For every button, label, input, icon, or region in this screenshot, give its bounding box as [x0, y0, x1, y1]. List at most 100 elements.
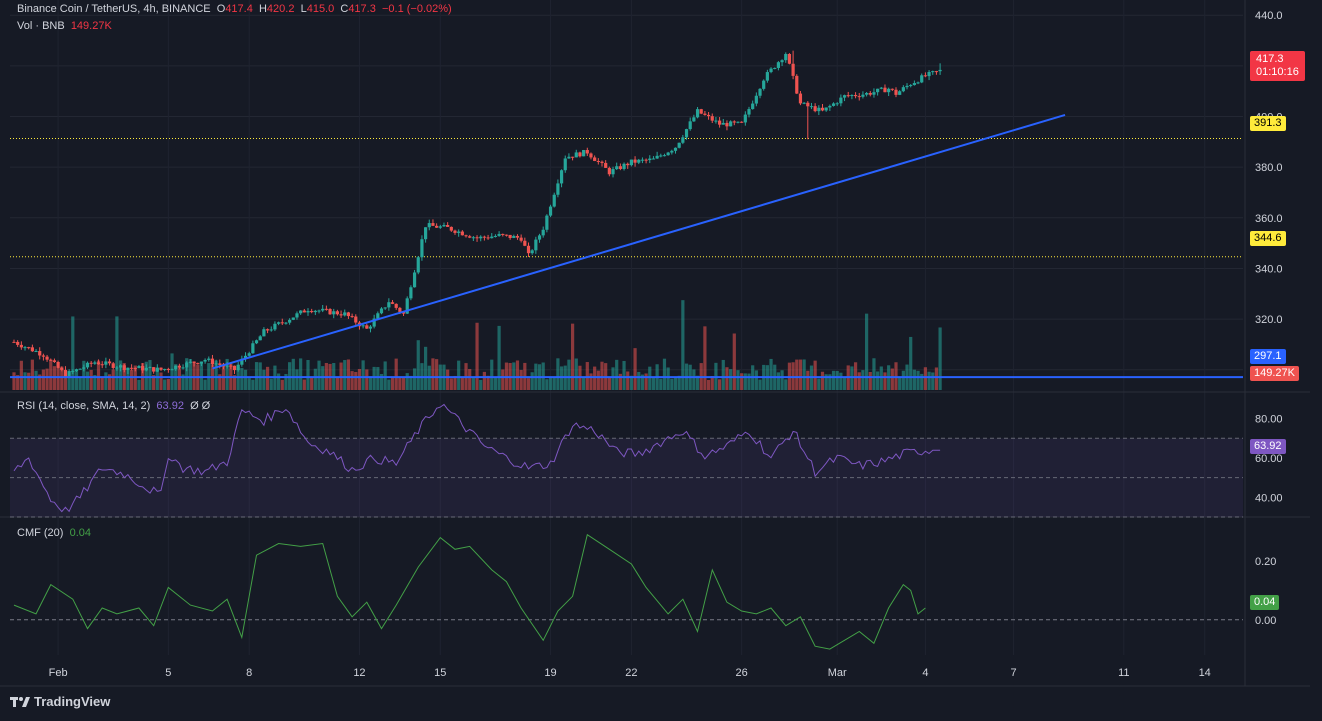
candle-body: [409, 287, 413, 299]
candle-body: [199, 361, 204, 364]
volume-bar: [170, 353, 174, 390]
time-tick-label: 15: [434, 667, 446, 679]
volume-bar: [526, 378, 531, 390]
volume-bar: [34, 370, 38, 390]
candle-body: [332, 311, 336, 315]
price-tick-label: 440.0: [1255, 10, 1283, 22]
candle-body: [493, 235, 498, 237]
cmf-tick-label: 0.00: [1255, 615, 1276, 627]
candles[interactable]: [12, 50, 942, 379]
candle-body: [302, 310, 306, 313]
candle-body: [842, 95, 847, 98]
candle-body: [155, 367, 159, 372]
symbol-legend[interactable]: Binance Coin / TetherUS, 4h, BINANCE O41…: [17, 3, 452, 15]
candle-body: [791, 63, 795, 76]
candle-body: [27, 347, 31, 349]
candle-body: [762, 80, 766, 89]
volume-bar: [626, 371, 630, 390]
volume-bar: [622, 360, 626, 390]
volume-bar: [104, 372, 108, 390]
volume-bar: [798, 359, 803, 390]
drawings[interactable]: [10, 114, 1243, 379]
volume-bar: [497, 325, 501, 390]
volume-bar: [163, 379, 167, 390]
volume-bar: [361, 360, 365, 390]
cmf-legend[interactable]: CMF (20) 0.04: [17, 527, 91, 539]
candle-body: [203, 359, 207, 362]
candle-body: [471, 237, 475, 239]
candle-body: [729, 121, 733, 127]
volume-bar: [130, 369, 134, 390]
candle-body: [721, 122, 725, 125]
candle-body: [387, 302, 391, 308]
candle-body: [479, 236, 483, 239]
rsi-pane[interactable]: 80.00 60.00 40.00: [10, 403, 1283, 518]
candle-body: [526, 245, 531, 254]
candle-body: [277, 322, 281, 324]
volume-bar: [648, 366, 652, 390]
volume-bar: [299, 358, 303, 390]
candle-body: [648, 158, 652, 161]
volume-bar: [214, 360, 218, 390]
cmf-pane[interactable]: 0.20 0.00: [10, 533, 1276, 650]
candle-body: [431, 223, 435, 226]
candle-body: [552, 194, 556, 207]
candle-body: [232, 365, 237, 371]
candle-body: [637, 159, 641, 163]
volume-bar: [376, 367, 380, 390]
volume-bar: [265, 366, 270, 390]
candle-body: [196, 362, 200, 364]
symbol-title[interactable]: Binance Coin / TetherUS, 4h, BINANCE: [17, 3, 211, 15]
candle-body: [350, 316, 354, 318]
candle-body: [714, 120, 718, 122]
candle-body: [876, 88, 880, 93]
candle-body: [765, 72, 769, 81]
candle-body: [159, 367, 163, 370]
candle-body: [34, 351, 38, 353]
volume-bar: [530, 372, 534, 390]
candle-body: [666, 152, 670, 156]
volume-bar: [357, 368, 362, 390]
volume-bar: [251, 379, 255, 390]
candle-body: [262, 329, 266, 337]
candle-body: [38, 351, 42, 356]
candle-body: [839, 97, 843, 104]
volume-bar: [920, 373, 924, 390]
candle-body: [460, 231, 464, 236]
candle-body: [346, 312, 351, 317]
volume-bar: [192, 361, 196, 390]
volume-bar: [218, 374, 222, 390]
tradingview-logo[interactable]: TradingView: [10, 694, 110, 709]
volume-bar: [883, 372, 887, 390]
rsi-legend[interactable]: RSI (14, close, SMA, 14, 2) 63.92 Ø Ø: [17, 400, 210, 412]
candle-body: [247, 353, 251, 356]
candle-body: [692, 117, 696, 122]
time-tick-label: 7: [1011, 667, 1017, 679]
volume-bar: [651, 377, 656, 390]
price-tick-label: 320.0: [1255, 314, 1283, 326]
volume-bar: [493, 377, 498, 390]
candle-body: [898, 91, 902, 95]
volume-value: 149.27K: [70, 20, 112, 32]
candle-body: [335, 311, 339, 315]
candle-body: [831, 103, 836, 106]
volume-bar: [52, 366, 57, 390]
candle-body: [192, 361, 196, 363]
candle-body: [401, 311, 406, 314]
volume-bar: [736, 370, 740, 390]
candle-body: [754, 95, 758, 104]
volume-bar: [383, 361, 387, 390]
volume-bar: [817, 378, 821, 390]
volume-legend[interactable]: Vol · BNB 149.27K: [17, 20, 112, 32]
candle-body: [218, 363, 222, 365]
volume-bar: [379, 374, 384, 390]
volume-bar: [203, 379, 207, 390]
candle-body: [468, 236, 472, 238]
candle-body: [185, 362, 189, 368]
candle-body: [438, 226, 442, 228]
candle-body: [920, 75, 924, 83]
volume-bar: [872, 358, 876, 390]
volume-bar: [181, 374, 185, 390]
volume-bar: [593, 366, 597, 390]
